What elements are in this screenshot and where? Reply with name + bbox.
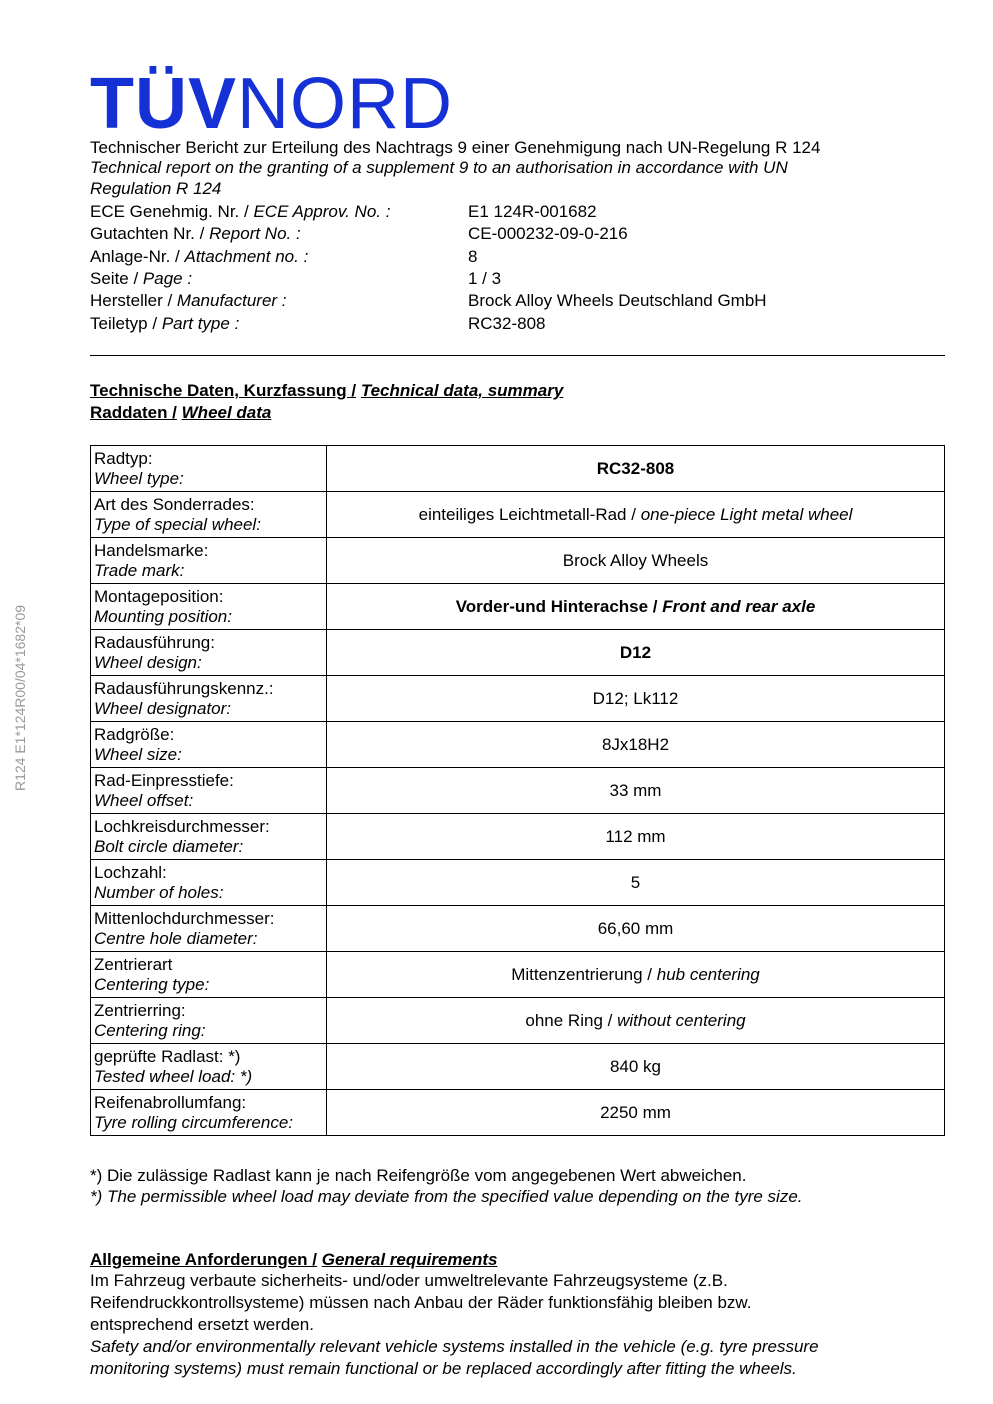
row-label: Mittenlochdurchmesser: Centre hole diamet… bbox=[90, 905, 327, 952]
row-label: Montageposition: Mounting position: bbox=[90, 583, 327, 630]
meta-value: E1 124R-001682 bbox=[468, 202, 597, 221]
table-row: Rad-Einpresstiefe: Wheel offset: 33 mm bbox=[90, 767, 945, 814]
row-value: Vorder-und Hinterachse / Front and rear … bbox=[326, 583, 945, 630]
table-row: geprüfte Radlast: *) Tested wheel load: *… bbox=[90, 1043, 945, 1090]
row-label: Radausführung: Wheel design: bbox=[90, 629, 327, 676]
table-row: Lochzahl: Number of holes: 5 bbox=[90, 859, 945, 906]
table-row: Radausführungskennz.: Wheel designator: D1… bbox=[90, 675, 945, 722]
row-value: RC32-808 bbox=[326, 445, 945, 492]
meta-label: Hersteller / Manufacturer : bbox=[90, 291, 287, 311]
table-row: Art des Sonderrades: Type of special whee… bbox=[90, 491, 945, 538]
table-row: Reifenabrollumfang: Tyre rolling circumfe… bbox=[90, 1089, 945, 1136]
table-row: Zentrierring: Centering ring: ohne Ring / … bbox=[90, 997, 945, 1044]
meta-label: Gutachten Nr. / Report No. : bbox=[90, 224, 301, 244]
title-de: Technischer Bericht zur Erteilung des Na… bbox=[90, 138, 821, 157]
table-row: Montageposition: Mounting position: Vorder… bbox=[90, 583, 945, 630]
row-label: Art des Sonderrades: Type of special whee… bbox=[90, 491, 327, 538]
footnote-de: *) Die zulässige Radlast kann je nach Re… bbox=[90, 1166, 747, 1185]
row-value: 33 mm bbox=[326, 767, 945, 814]
row-label: Handelsmarke: Trade mark: bbox=[90, 537, 327, 584]
meta-value: 8 bbox=[468, 246, 478, 266]
row-label: Reifenabrollumfang: Tyre rolling circumfe… bbox=[90, 1089, 327, 1136]
row-label: Zentrierring: Centering ring: bbox=[90, 997, 327, 1044]
row-value: 840 kg bbox=[326, 1043, 945, 1090]
subsection-heading: Raddaten / Wheel data bbox=[90, 403, 272, 422]
meta-value: CE-000232-09-0-216 bbox=[468, 224, 628, 244]
meta-label: Anlage-Nr. / Attachment no. : bbox=[90, 246, 309, 266]
section-heading: Technische Daten, Kurzfassung / Technica… bbox=[90, 381, 564, 400]
table-row: Mittenlochdurchmesser: Centre hole diamet… bbox=[90, 905, 945, 952]
row-value: Mittenzentrierung / hub centering bbox=[326, 951, 945, 998]
table-row: Handelsmarke: Trade mark: Brock Alloy Whee… bbox=[90, 537, 945, 584]
title-en: Technical report on the granting of a su… bbox=[90, 158, 788, 177]
requirements-de: Im Fahrzeug verbaute sicherheits- und/od… bbox=[90, 1271, 819, 1378]
meta-value: RC32-808 bbox=[468, 313, 546, 333]
title-en-cont: Regulation R 124 bbox=[90, 179, 222, 198]
meta-label: ECE Genehmig. Nr. / ECE Approv. No. : bbox=[90, 202, 391, 221]
row-label: Radgröße: Wheel size: bbox=[90, 721, 327, 768]
row-value: einteiliges Leichtmetall-Rad / one-piece… bbox=[326, 491, 945, 538]
meta-value: Brock Alloy Wheels Deutschland GmbH bbox=[468, 291, 767, 311]
row-value: 2250 mm bbox=[326, 1089, 945, 1136]
row-label: Lochkreisdurchmesser: Bolt circle diamete… bbox=[90, 813, 327, 860]
wheel-data-table: Radtyp: Wheel type: RC32-808 Art des Sonder… bbox=[90, 445, 945, 1136]
table-row: Radgröße: Wheel size: 8Jx18H2 bbox=[90, 721, 945, 768]
divider bbox=[90, 355, 945, 356]
row-label: Rad-Einpresstiefe: Wheel offset: bbox=[90, 767, 327, 814]
row-value: D12 bbox=[326, 629, 945, 676]
table-row: Radausführung: Wheel design: D12 bbox=[90, 629, 945, 676]
table-row: Lochkreisdurchmesser: Bolt circle diamete… bbox=[90, 813, 945, 860]
row-label: Zentrierart Centering type: bbox=[90, 951, 327, 998]
tuv-nord-logo: TÜVNORD bbox=[90, 64, 453, 144]
meta-value: 1 / 3 bbox=[468, 268, 502, 288]
row-value: 5 bbox=[326, 859, 945, 906]
row-label: geprüfte Radlast: *) Tested wheel load: *… bbox=[90, 1043, 327, 1090]
side-reference: R124 E1*124R00/04*1682*09 bbox=[12, 604, 28, 792]
meta-label: Teiletyp / Part type : bbox=[90, 313, 240, 333]
row-value: 66,60 mm bbox=[326, 905, 945, 952]
table-row: Zentrierart Centering type: Mittenzentrier… bbox=[90, 951, 945, 998]
row-label: Radausführungskennz.: Wheel designator: bbox=[90, 675, 327, 722]
row-value: ohne Ring / without centering bbox=[326, 997, 945, 1044]
row-label: Radtyp: Wheel type: bbox=[90, 445, 327, 492]
requirements-heading: Allgemeine Anforderungen / General requi… bbox=[90, 1250, 498, 1269]
row-value: D12; Lk112 bbox=[326, 675, 945, 722]
row-value: Brock Alloy Wheels bbox=[326, 537, 945, 584]
table-row: Radtyp: Wheel type: RC32-808 bbox=[90, 445, 945, 492]
row-value: 112 mm bbox=[326, 813, 945, 860]
row-value: 8Jx18H2 bbox=[326, 721, 945, 768]
row-label: Lochzahl: Number of holes: bbox=[90, 859, 327, 906]
meta-label: Seite / Page : bbox=[90, 268, 193, 288]
footnote-en: *) The permissible wheel load may deviat… bbox=[90, 1187, 803, 1206]
